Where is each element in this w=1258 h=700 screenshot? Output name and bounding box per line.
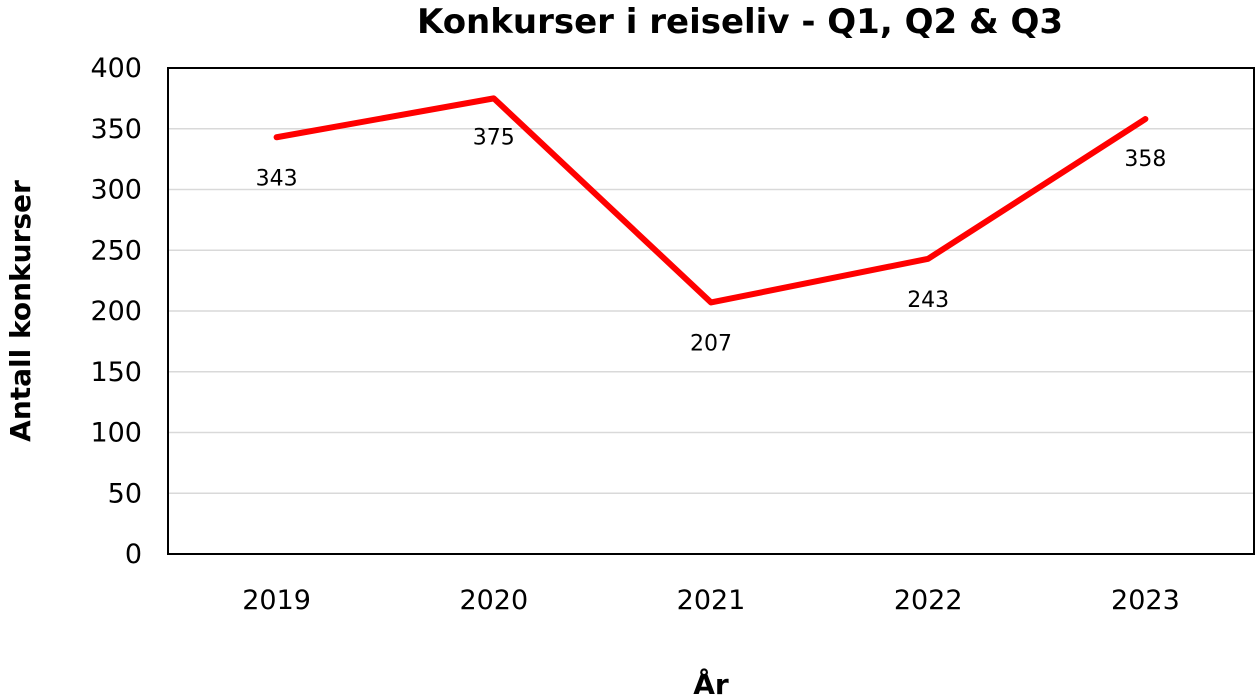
chart-title: Konkurser i reiseliv - Q1, Q2 & Q3 bbox=[417, 2, 1063, 42]
y-tick-label: 50 bbox=[108, 478, 142, 509]
y-tick-label: 150 bbox=[90, 357, 142, 388]
y-tick-label: 400 bbox=[90, 53, 142, 84]
plot-area bbox=[167, 67, 1255, 555]
data-label: 243 bbox=[907, 288, 949, 313]
y-tick-label: 350 bbox=[90, 114, 142, 145]
data-label: 343 bbox=[256, 166, 298, 191]
x-tick-label: 2020 bbox=[459, 585, 528, 616]
x-axis-title: År bbox=[693, 667, 729, 700]
y-tick-label: 250 bbox=[90, 235, 142, 266]
series-layer bbox=[273, 95, 1149, 306]
y-axis-title: Antall konkurser bbox=[4, 180, 37, 442]
x-tick-label: 2023 bbox=[1111, 585, 1180, 616]
x-tick-label: 2021 bbox=[677, 585, 746, 616]
y-axis-ticks: 0 50 100 150 200 250 300 350 400 bbox=[90, 53, 142, 570]
y-tick-label: 200 bbox=[90, 296, 142, 327]
x-axis-ticks: 2019 2020 2021 2022 2023 bbox=[242, 585, 1180, 616]
x-tick-label: 2022 bbox=[894, 585, 963, 616]
data-label: 207 bbox=[690, 331, 732, 356]
x-tick-label: 2019 bbox=[242, 585, 311, 616]
series-line bbox=[273, 95, 1149, 306]
data-label: 375 bbox=[473, 125, 515, 150]
data-label: 358 bbox=[1124, 147, 1166, 172]
y-tick-label: 300 bbox=[90, 175, 142, 206]
y-tick-label: 0 bbox=[125, 539, 142, 570]
gridlines bbox=[168, 128, 1254, 494]
data-labels: 343 375 207 243 358 bbox=[256, 125, 1167, 356]
y-tick-label: 100 bbox=[90, 418, 142, 449]
